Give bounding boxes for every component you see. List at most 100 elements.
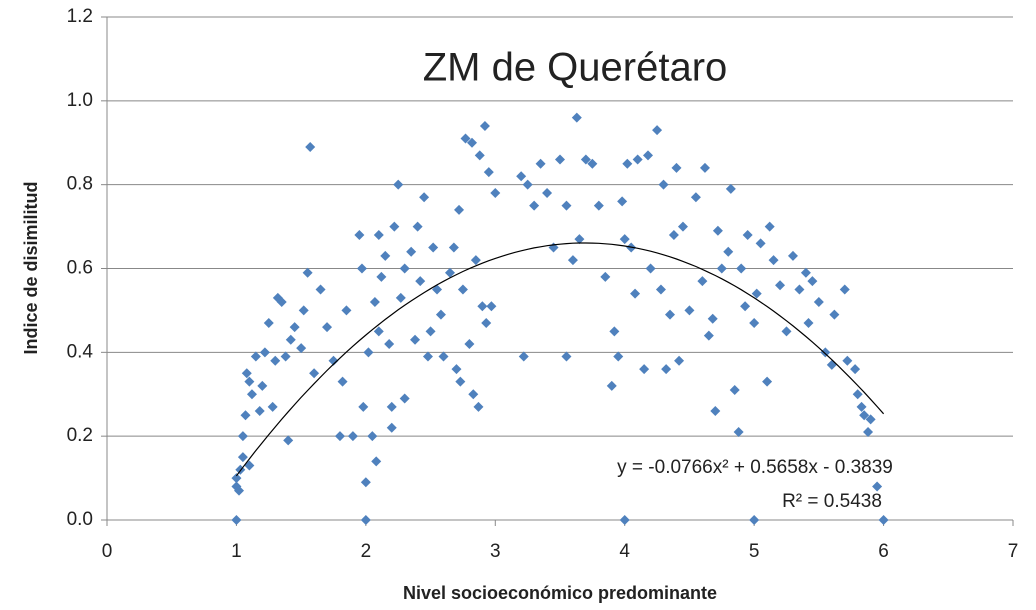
point <box>386 422 397 433</box>
y-tick-label: 1.2 <box>67 6 93 27</box>
point <box>486 301 497 312</box>
point <box>856 401 867 412</box>
point <box>668 229 679 240</box>
point <box>280 351 291 362</box>
point <box>865 414 876 425</box>
point <box>259 347 270 358</box>
point <box>677 221 688 232</box>
point <box>729 385 740 396</box>
point <box>481 317 492 328</box>
point <box>373 326 384 337</box>
point <box>639 364 650 375</box>
point <box>609 326 620 337</box>
point <box>619 234 630 245</box>
y-tick-label: 0.4 <box>67 341 94 362</box>
point <box>451 364 462 375</box>
point <box>373 229 384 240</box>
point <box>580 154 591 165</box>
point <box>444 267 455 278</box>
point <box>712 225 723 236</box>
chart-title: ZM de Querétaro <box>423 46 728 90</box>
point <box>690 192 701 203</box>
point <box>371 456 382 467</box>
x-tick-label: 3 <box>490 541 501 562</box>
point <box>574 234 585 245</box>
point <box>571 112 582 123</box>
point <box>298 305 309 316</box>
point <box>645 263 656 274</box>
point <box>455 376 466 387</box>
point <box>334 431 345 442</box>
point <box>376 271 387 282</box>
point <box>658 179 669 190</box>
trendline-equation: y = -0.0766x² + 0.5658x - 0.3839 <box>617 457 893 478</box>
point <box>305 141 316 152</box>
point <box>422 351 433 362</box>
point <box>839 284 850 295</box>
point <box>466 137 477 148</box>
point <box>522 179 533 190</box>
point <box>415 276 426 287</box>
point <box>749 317 760 328</box>
point <box>733 426 744 437</box>
point <box>755 238 766 249</box>
point <box>438 351 449 362</box>
point <box>665 309 676 320</box>
point <box>322 322 333 333</box>
point <box>483 167 494 178</box>
point <box>516 171 527 182</box>
point <box>369 297 380 308</box>
point <box>826 359 837 370</box>
point <box>240 410 251 421</box>
point <box>593 200 604 211</box>
point <box>464 338 475 349</box>
point <box>794 284 805 295</box>
point <box>432 284 443 295</box>
point <box>250 351 261 362</box>
point <box>457 284 468 295</box>
point <box>386 401 397 412</box>
point <box>406 246 417 257</box>
point <box>775 280 786 291</box>
point <box>367 431 378 442</box>
x-tick-label: 0 <box>102 541 113 562</box>
point <box>764 221 775 232</box>
point <box>529 200 540 211</box>
point <box>477 301 488 312</box>
point <box>742 229 753 240</box>
point <box>535 158 546 169</box>
y-tick-label: 0.8 <box>67 174 93 195</box>
point <box>736 263 747 274</box>
point <box>328 355 339 366</box>
point <box>237 431 248 442</box>
point <box>425 326 436 337</box>
point <box>231 473 242 484</box>
point <box>561 200 572 211</box>
point <box>435 309 446 320</box>
point <box>518 351 529 362</box>
point <box>296 343 307 354</box>
point <box>632 154 643 165</box>
point <box>428 242 439 253</box>
point <box>751 288 762 299</box>
point <box>448 242 459 253</box>
point <box>684 305 695 316</box>
point <box>661 364 672 375</box>
point <box>309 368 320 379</box>
point <box>347 431 358 442</box>
point <box>655 284 666 295</box>
point <box>389 221 400 232</box>
point <box>234 485 245 496</box>
point <box>630 288 641 299</box>
point <box>697 276 708 287</box>
point <box>606 380 617 391</box>
point <box>872 481 883 492</box>
point <box>567 255 578 266</box>
point <box>850 364 861 375</box>
point <box>384 338 395 349</box>
point <box>542 188 553 199</box>
point <box>360 515 371 525</box>
point <box>852 389 863 400</box>
x-tick-label: 6 <box>878 541 889 562</box>
